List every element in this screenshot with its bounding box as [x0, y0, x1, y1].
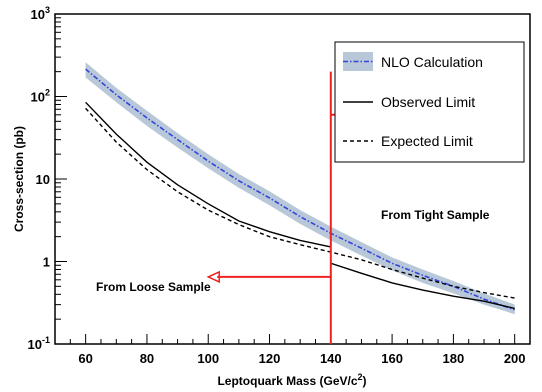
x-tick-label: 120 [259, 351, 281, 366]
y-tick-label: 10-1 [28, 335, 50, 352]
sample-arrow-head [206, 270, 220, 284]
x-tick-label: 180 [443, 351, 465, 366]
series-line-expected [85, 107, 515, 299]
x-axis-title: Leptoquark Mass (GeV/c2) [217, 372, 366, 388]
x-tick-label: 200 [504, 351, 526, 366]
legend: NLO Calculation Observed Limit Expected … [334, 41, 525, 163]
tight-sample-label: From Tight Sample [381, 208, 490, 222]
y-tick-label: 10 [36, 172, 50, 187]
nlo-uncertainty-band [85, 62, 515, 315]
series-layer [85, 68, 515, 311]
x-tick-label: 80 [140, 351, 154, 366]
nlo-band-layer [85, 62, 515, 315]
x-tick-label: 160 [381, 351, 403, 366]
x-tick-label: 100 [197, 351, 219, 366]
legend-observed-label: Observed Limit [381, 94, 475, 110]
x-tick-label: 60 [78, 351, 92, 366]
y-tick-label: 103 [31, 5, 50, 22]
legend-nlo-label: NLO Calculation [381, 54, 483, 70]
y-axis-title: Cross-section (pb) [12, 126, 26, 232]
loose-sample-label: From Loose Sample [96, 280, 211, 294]
y-tick-label: 1 [43, 255, 50, 270]
annotation-layer: From Tight Sample From Loose Sample [96, 71, 490, 344]
y-tick-label: 102 [31, 88, 50, 105]
x-tick-label: 140 [320, 351, 342, 366]
legend-expected-label: Expected Limit [381, 133, 473, 149]
series-line-observed [85, 101, 515, 310]
